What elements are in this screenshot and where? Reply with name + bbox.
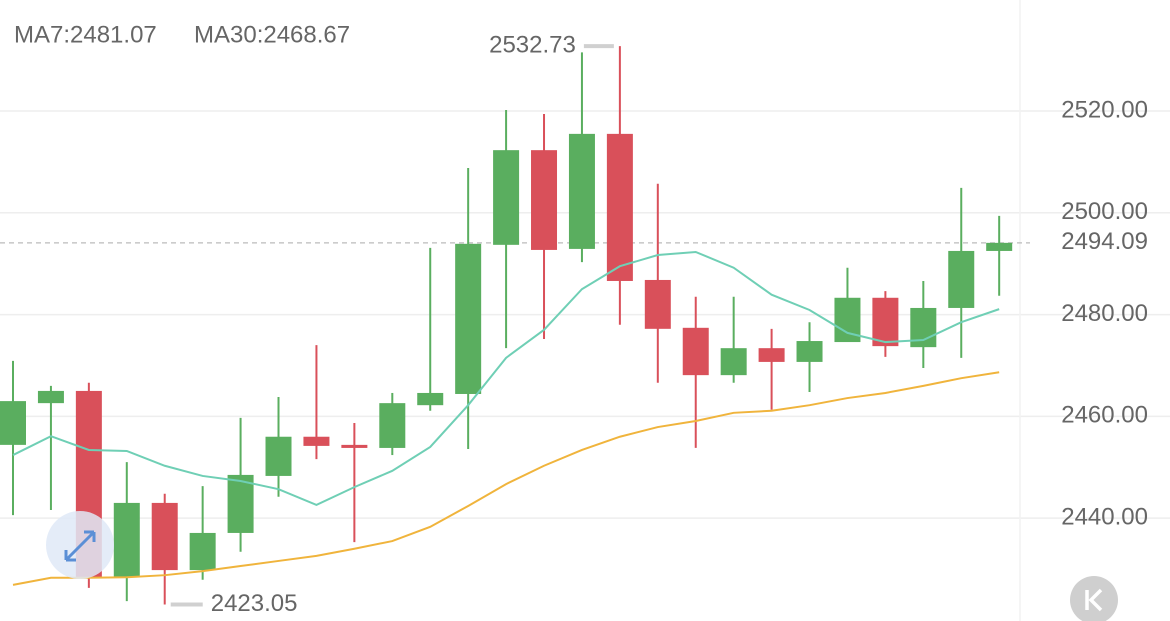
price-bg <box>1030 227 1170 258</box>
candle-body <box>644 279 671 329</box>
candle-body <box>606 133 633 281</box>
y-tick-label: 2500.00 <box>1061 198 1148 225</box>
y-tick-label: 2520.00 <box>1061 96 1148 123</box>
ma-line <box>12 250 1000 507</box>
y-tick-label: 2440.00 <box>1061 504 1148 531</box>
legend-label: MA30:2468.67 <box>194 21 350 48</box>
candle-body <box>37 390 64 404</box>
candle-body <box>948 250 975 308</box>
candle-body <box>151 502 178 571</box>
candle-body <box>568 133 595 249</box>
expand-icon <box>64 530 96 562</box>
candle-body <box>417 392 444 406</box>
plot-layer <box>0 46 1013 605</box>
candle-body <box>872 297 899 347</box>
candle-body <box>796 341 823 362</box>
candle-body <box>986 242 1013 251</box>
ma-line <box>12 371 1000 586</box>
candle-body <box>455 243 482 394</box>
label-layer: 2440.00 2460.00 2480.00 2500.00 2520.00 MA7:2… <box>14 21 1170 617</box>
candle-body <box>113 502 140 578</box>
legend-label: MA7:2481.07 <box>14 21 157 48</box>
candle-body <box>0 401 26 445</box>
candle-body <box>227 474 254 533</box>
candle-body <box>265 436 292 476</box>
low-label: 2423.05 <box>211 590 298 617</box>
candle-body <box>303 436 330 446</box>
candle-body <box>189 532 216 571</box>
candle-body <box>682 327 709 376</box>
candle-body <box>531 150 558 250</box>
candle-body <box>379 403 406 448</box>
k-icon <box>1085 588 1103 612</box>
y-tick-label: 2480.00 <box>1061 300 1148 327</box>
candle-body <box>720 348 747 376</box>
high-label: 2532.73 <box>489 32 576 59</box>
price-label: 2494.09 <box>1061 228 1148 255</box>
y-tick-label: 2460.00 <box>1061 402 1148 429</box>
candle-body <box>493 150 520 245</box>
candle-body <box>341 444 368 448</box>
candle-body <box>758 348 785 362</box>
